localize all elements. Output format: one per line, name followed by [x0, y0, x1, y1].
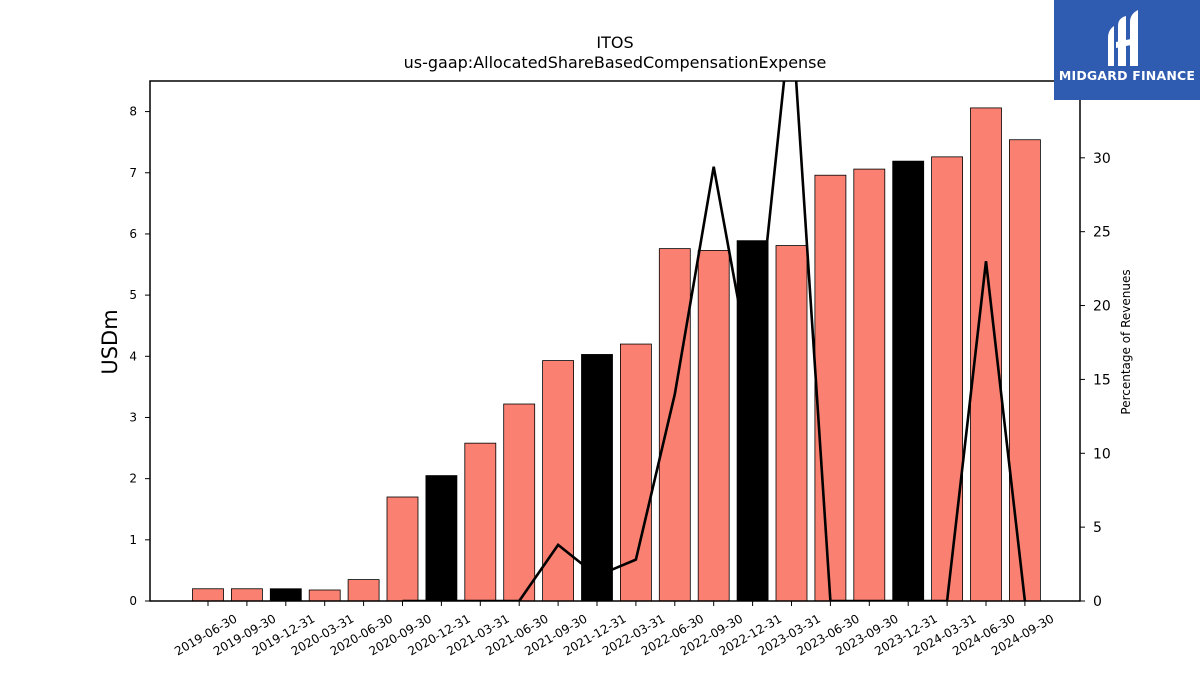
y2-axis-label: Percentage of Revenues [1119, 269, 1133, 414]
bar-2024-09-30 [1009, 139, 1041, 602]
y-axis-label: USDm [98, 309, 122, 374]
y-tick-label: 8 [129, 105, 137, 119]
bar-2021-03-31 [464, 442, 497, 602]
bar-2019-12-31 [269, 588, 302, 602]
plot-frame [149, 80, 1081, 602]
chart-subtitle: us-gaap:AllocatedShareBasedCompensationE… [404, 53, 827, 72]
y-tick-label: 3 [129, 410, 137, 424]
bar-2022-06-30 [658, 248, 691, 602]
bar-2021-09-30 [542, 360, 574, 602]
bar-2019-06-30 [192, 588, 224, 602]
y-tick-label: 1 [129, 533, 137, 547]
bar-2023-12-31 [892, 160, 925, 602]
y-tick-label: 0 [129, 594, 137, 608]
percentage-line [402, 81, 1027, 601]
bar-2023-03-31 [775, 245, 808, 602]
chart-title: ITOS [596, 33, 633, 52]
y2-tick-label: 25 [1093, 225, 1111, 241]
y-tick-label: 4 [129, 349, 137, 363]
y-tick-label: 7 [129, 166, 137, 180]
y-tick-label: 2 [129, 472, 137, 486]
brand-logo: MIDGARD FINANCE [1054, 0, 1200, 100]
bar-2020-03-31 [308, 589, 341, 602]
bar-2022-03-31 [620, 343, 652, 602]
y-axis-right: 0 5 10 15 20 25 30 [1080, 151, 1111, 610]
y2-tick-label: 0 [1093, 594, 1102, 610]
bar-2023-09-30 [853, 168, 886, 602]
y-tick-label: 5 [129, 288, 137, 302]
bar-2021-12-31 [581, 354, 613, 602]
y2-tick-label: 30 [1093, 151, 1111, 167]
x-axis: 2019-06-302019-09-302019-12-312020-03-31… [172, 601, 1056, 658]
bar-2022-09-30 [697, 250, 730, 602]
bar-2024-03-31 [931, 156, 963, 602]
bar-2021-06-30 [503, 403, 536, 602]
bar-2020-12-31 [425, 475, 458, 602]
y2-tick-label: 5 [1093, 520, 1102, 536]
y-axis-left: 0 1 2 3 4 5 6 7 8 [129, 105, 150, 608]
line-layer [402, 81, 1027, 601]
bar-2022-12-31 [736, 240, 769, 602]
bar-2019-09-30 [230, 588, 263, 602]
bar-2023-06-30 [814, 174, 847, 602]
bars-layer [192, 107, 1041, 602]
y2-tick-label: 15 [1093, 372, 1111, 388]
y2-tick-label: 10 [1093, 446, 1111, 462]
bar-2020-06-30 [347, 579, 380, 602]
bar-2020-09-30 [386, 496, 419, 602]
brand-name: MIDGARD FINANCE [1058, 68, 1196, 83]
midgard-logo-icon [1108, 10, 1138, 66]
y-tick-label: 6 [129, 227, 137, 241]
y2-tick-label: 20 [1093, 299, 1111, 315]
